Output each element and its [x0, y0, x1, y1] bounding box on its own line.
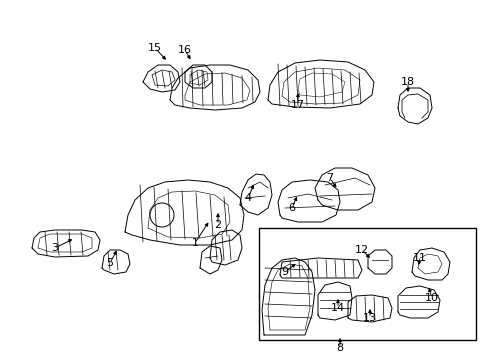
Text: 6: 6 [288, 203, 295, 213]
Text: 3: 3 [51, 243, 59, 253]
Text: 1: 1 [191, 238, 198, 248]
Text: 13: 13 [362, 313, 376, 323]
Text: 8: 8 [336, 343, 343, 353]
Text: 2: 2 [214, 220, 221, 230]
Text: 14: 14 [330, 303, 345, 313]
Text: 4: 4 [244, 193, 251, 203]
Text: 5: 5 [106, 258, 113, 268]
Text: 16: 16 [178, 45, 192, 55]
Text: 7: 7 [326, 173, 333, 183]
Text: 18: 18 [400, 77, 414, 87]
Text: 11: 11 [412, 253, 426, 263]
Text: 10: 10 [424, 293, 438, 303]
Text: 17: 17 [290, 100, 305, 110]
Bar [259, 228, 475, 340]
Text: 12: 12 [354, 245, 368, 255]
Text: 9: 9 [281, 267, 288, 277]
Text: 15: 15 [148, 43, 162, 53]
